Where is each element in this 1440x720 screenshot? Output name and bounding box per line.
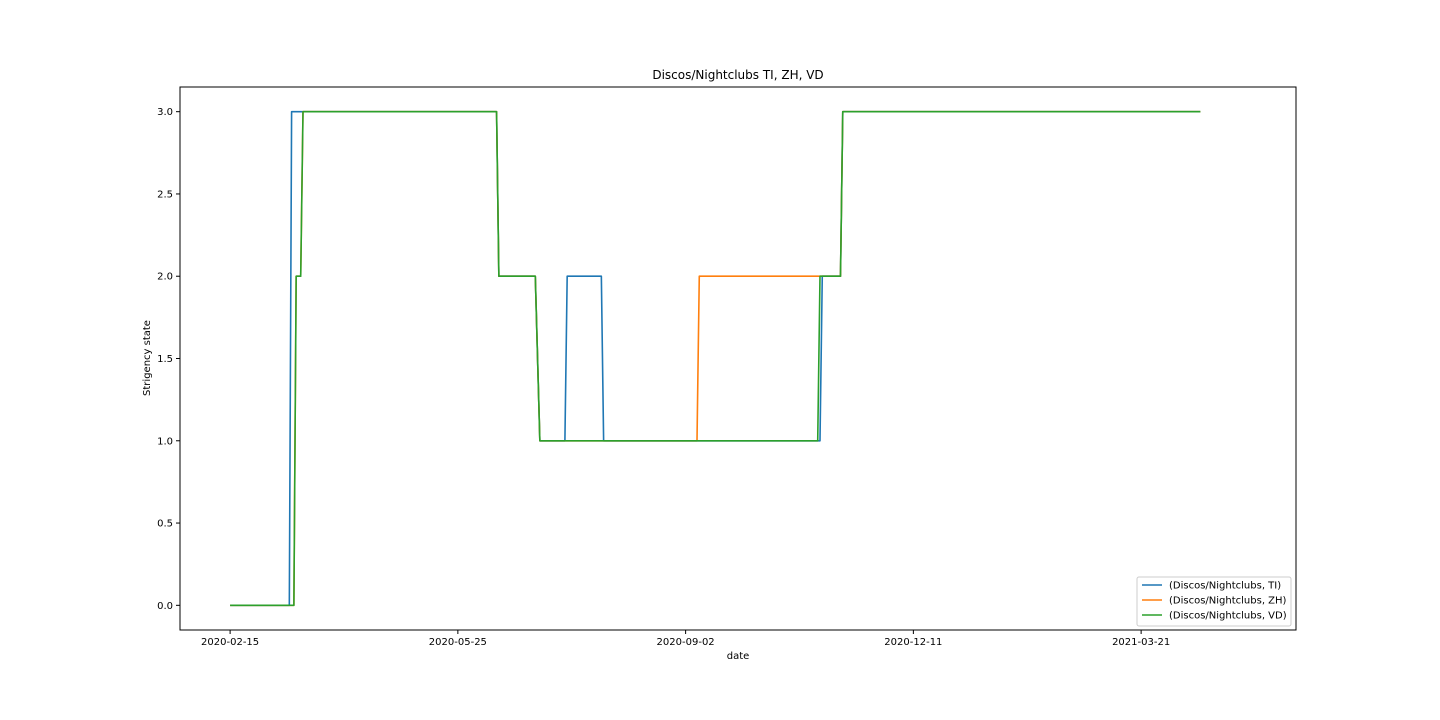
y-tick-label: 2.5 (157, 189, 173, 200)
x-axis: 2020-02-15 2020-05-25 2020-09-02 2020-12-11… (201, 630, 1170, 648)
legend-label: (Discos/Nightclubs, TI) (1169, 581, 1281, 592)
x-axis-title: date (727, 651, 750, 662)
y-tick-label: 0.5 (157, 519, 173, 530)
y-tick-label: 1.0 (157, 436, 173, 447)
y-tick-label: 2.0 (157, 272, 173, 283)
chart-title: Discos/Nightclubs TI, ZH, VD (652, 68, 823, 82)
legend-label: (Discos/Nightclubs, ZH) (1169, 596, 1287, 607)
series-line-3 (230, 110, 1201, 607)
y-tick-label: 0.0 (157, 601, 173, 612)
legend: (Discos/Nightclubs, TI) (Discos/Nightclub… (1136, 576, 1292, 627)
x-tick-label: 2021-03-21 (1112, 637, 1170, 648)
legend-box (1136, 576, 1292, 627)
y-axis-title: Strigency state (142, 320, 153, 396)
y-axis: 0.0 0.5 1.0 1.5 2.0 2.5 3.0 (157, 107, 180, 612)
x-tick-label: 2020-02-15 (201, 637, 259, 648)
x-tick-label: 2020-12-11 (884, 637, 942, 648)
y-tick-label: 1.5 (157, 354, 173, 365)
y-tick-label: 3.0 (157, 107, 173, 118)
x-tick-label: 2020-05-25 (429, 637, 487, 648)
x-tick-label: 2020-09-02 (657, 637, 715, 648)
series-layer (230, 110, 1201, 607)
legend-label: (Discos/Nightclubs, VD) (1169, 611, 1287, 622)
